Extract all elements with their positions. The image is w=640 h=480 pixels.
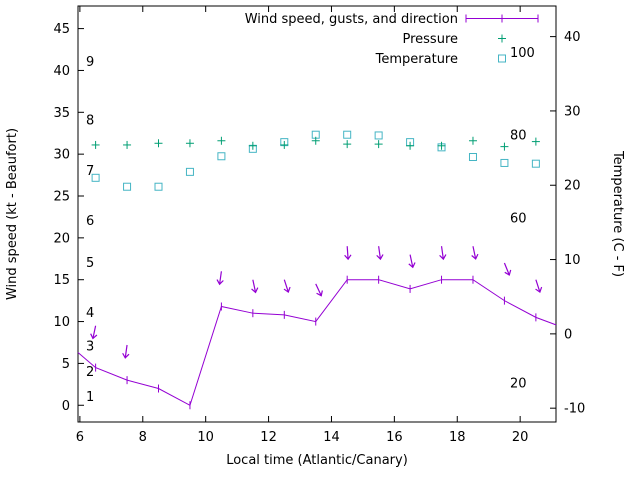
- right-axis-title: Temperature (C - F): [610, 150, 625, 277]
- left-axis-title: Wind speed (kt - Beaufort): [5, 128, 20, 300]
- y-left-tick-label: 40: [53, 64, 70, 79]
- legend-label-wind: Wind speed, gusts, and direction: [245, 12, 458, 27]
- y-right-tick-label: 10: [564, 253, 581, 268]
- fahrenheit-scale-label: 20: [510, 376, 527, 391]
- temperature-point: [154, 182, 163, 191]
- legend-label-pressure: Pressure: [402, 32, 458, 47]
- y-left-tick-label: 35: [53, 106, 70, 121]
- temperature-point: [91, 173, 100, 182]
- wind-gust-arrow: [251, 279, 259, 294]
- legend-marker-temperature: [498, 54, 506, 63]
- wind-gust-arrow: [408, 254, 416, 269]
- wind-gust-arrow: [439, 246, 447, 261]
- y-right-tick-label: 30: [564, 104, 581, 119]
- fahrenheit-scale-label: 60: [510, 211, 527, 226]
- beaufort-scale-label: 7: [86, 164, 94, 179]
- x-tick-label: 8: [139, 430, 147, 445]
- wind-gust-arrow: [122, 344, 130, 359]
- y-left-tick-label: 30: [53, 148, 70, 163]
- legend-label-temperature: Temperature: [375, 52, 458, 67]
- wind-gust-arrow: [535, 279, 543, 294]
- y-left-tick-label: 0: [62, 399, 70, 414]
- fahrenheit-scale-label: 80: [510, 129, 527, 144]
- x-tick-label: 6: [76, 430, 84, 445]
- y-left-tick-label: 5: [62, 357, 70, 372]
- beaufort-scale-label: 6: [86, 214, 94, 229]
- y-left-tick-label: 20: [53, 231, 70, 246]
- wind-gust-arrow: [315, 283, 323, 297]
- y-right-tick-label: 40: [564, 30, 581, 45]
- wind-gust-arrow: [503, 262, 512, 276]
- wind-gust-arrow: [376, 246, 384, 261]
- y-left-tick-label: 15: [53, 273, 70, 288]
- y-right-tick-label: 0: [564, 327, 572, 342]
- beaufort-scale-label: 4: [86, 306, 94, 321]
- x-tick-label: 16: [386, 430, 403, 445]
- wind-gust-arrow: [216, 271, 224, 286]
- x-tick-label: 12: [260, 430, 277, 445]
- x-axis-title: Local time (Atlantic/Canary): [226, 453, 408, 468]
- beaufort-scale-label: 3: [86, 340, 94, 355]
- x-tick-label: 10: [197, 430, 214, 445]
- y-left-tick-label: 45: [53, 22, 70, 37]
- beaufort-scale-label: 1: [86, 390, 94, 405]
- y-right-tick-label: -10: [564, 402, 585, 417]
- wind-gust-arrow: [90, 325, 98, 340]
- fahrenheit-scale-label: 100: [510, 46, 535, 61]
- temperature-point: [217, 152, 226, 161]
- temperature-point: [374, 131, 383, 140]
- beaufort-scale-label: 2: [86, 365, 94, 380]
- beaufort-scale-label: 8: [86, 114, 94, 129]
- temperature-point: [185, 167, 194, 176]
- y-right-tick-label: 20: [564, 179, 581, 194]
- beaufort-scale-label: 5: [86, 256, 94, 271]
- x-tick-label: 18: [449, 430, 466, 445]
- wind-gust-arrow: [283, 279, 291, 294]
- temperature-point: [343, 130, 352, 139]
- beaufort-scale-label: 9: [86, 55, 94, 70]
- y-left-tick-label: 25: [53, 190, 70, 205]
- x-tick-label: 14: [323, 430, 340, 445]
- x-tick-label: 20: [512, 430, 529, 445]
- temperature-point: [531, 159, 540, 168]
- wind-gust-arrow: [344, 246, 352, 261]
- plot-border: [77, 5, 557, 423]
- temperature-point: [500, 158, 509, 167]
- wind-gust-arrow: [471, 246, 479, 260]
- temperature-point: [468, 153, 477, 162]
- plot-area: 6 8 10 12 14 16 18 20051015202530354045-1001020…: [53, 5, 585, 445]
- y-left-tick-label: 10: [53, 315, 70, 330]
- temperature-point: [123, 182, 132, 191]
